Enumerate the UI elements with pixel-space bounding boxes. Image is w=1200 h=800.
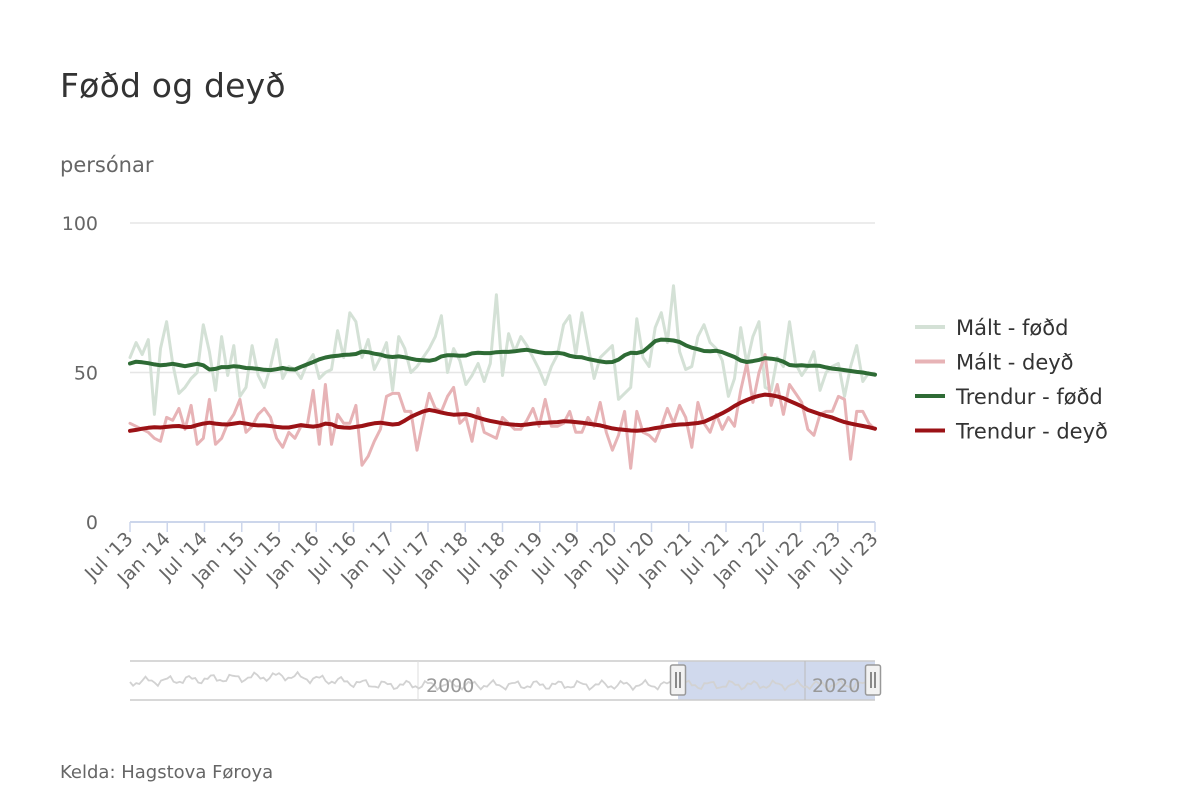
navigator-selected-range[interactable]	[678, 661, 875, 700]
legend-label: Mált - føðd	[956, 316, 1068, 340]
y-axis-ticks: 0 50 100	[62, 213, 98, 534]
navigator-handle-right[interactable]	[864, 664, 882, 696]
series-line-4[interactable]	[128, 392, 877, 433]
y-tick-label: 50	[74, 363, 98, 385]
legend[interactable]: Mált - føðd Mált - deyð Trendur - føðd Tren…	[915, 316, 1108, 444]
legend-item-3[interactable]: Trendur - føðd	[915, 385, 1103, 409]
legend-item-2[interactable]: Mált - deyð	[915, 351, 1074, 375]
handle-body	[669, 664, 687, 696]
series-line-1[interactable]	[128, 284, 877, 416]
source-credit: Kelda: Hagstova Føroya	[60, 762, 274, 783]
legend-label: Trendur - deyð	[955, 420, 1108, 444]
chart-title: Føðd og deyð	[60, 66, 286, 105]
legend-label: Trendur - føðd	[955, 385, 1103, 409]
y-tick-label: 100	[62, 213, 98, 235]
legend-item-1[interactable]: Mált - føðd	[915, 316, 1068, 340]
navigator-overview-line	[129, 670, 876, 692]
navigator-label: 2000	[426, 675, 474, 697]
range-navigator[interactable]: 2000 2020	[129, 660, 882, 701]
navigator-label: 2020	[812, 675, 860, 697]
y-tick-label: 0	[86, 512, 98, 534]
navigator-handle-left[interactable]	[669, 664, 687, 696]
y-axis-unit-label: persónar	[60, 153, 154, 177]
series-line-2[interactable]	[128, 353, 877, 470]
handle-body	[864, 664, 882, 696]
series-line-3[interactable]	[128, 337, 877, 377]
legend-label: Mált - deyð	[956, 351, 1074, 375]
legend-item-4[interactable]: Trendur - deyð	[915, 420, 1108, 444]
plot-area[interactable]	[128, 284, 877, 470]
